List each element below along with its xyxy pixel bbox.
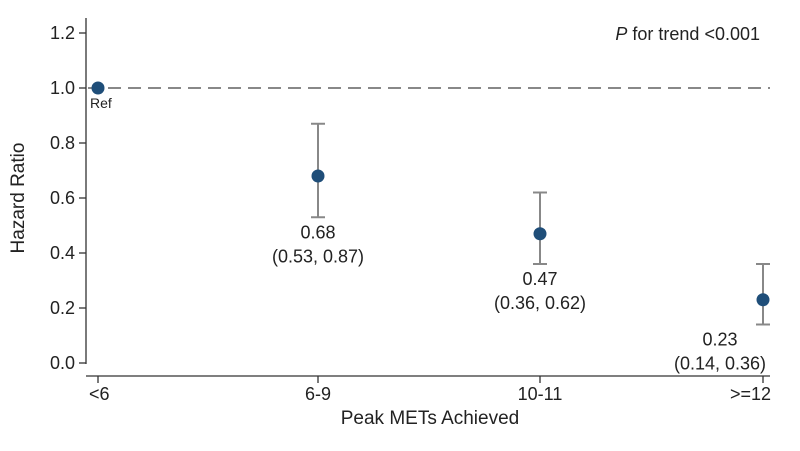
y-tick-label: 1.0 [50, 78, 75, 98]
x-axis-title: Peak METs Achieved [341, 408, 519, 429]
axes: 0.0 0.2 0.4 0.6 0.8 1.0 1.2 <6 6-9 10-11 >=12 [50, 18, 771, 404]
y-tick-label: 0.4 [50, 243, 75, 263]
data-point [91, 81, 105, 95]
trend-annotation-p: P [615, 24, 627, 44]
ci-label: (0.53, 0.87) [272, 246, 364, 266]
x-tick-label: 10-11 [518, 384, 563, 404]
data-point [311, 169, 325, 183]
y-tick-label: 0.8 [50, 133, 75, 153]
x-tick-label: <6 [89, 384, 110, 404]
trend-annotation: P for trend <0.001 [615, 24, 760, 44]
x-tick-label: >=12 [730, 384, 771, 404]
y-tick-label: 0.6 [50, 188, 75, 208]
hr-value-label: 0.47 [522, 269, 557, 289]
y-axis-title: Hazard Ratio [8, 143, 29, 254]
x-tick-label: 6-9 [305, 384, 331, 404]
data-point [533, 227, 547, 241]
data-point [756, 293, 770, 307]
ci-label: (0.14, 0.36) [674, 354, 766, 374]
hr-value-label: 0.68 [300, 222, 335, 242]
chart-marks: Ref 0.68 (0.53, 0.87) 0.47 (0.36, 0.62) 0.23 (… [88, 81, 770, 374]
ci-label: (0.36, 0.62) [494, 293, 586, 313]
ref-label: Ref [90, 95, 112, 111]
y-tick-label: 1.2 [50, 23, 75, 43]
hr-value-label: 0.23 [702, 330, 737, 350]
y-tick-label: 0.2 [50, 298, 75, 318]
y-tick-label: 0.0 [50, 353, 75, 373]
trend-annotation-text: for trend <0.001 [627, 24, 760, 44]
